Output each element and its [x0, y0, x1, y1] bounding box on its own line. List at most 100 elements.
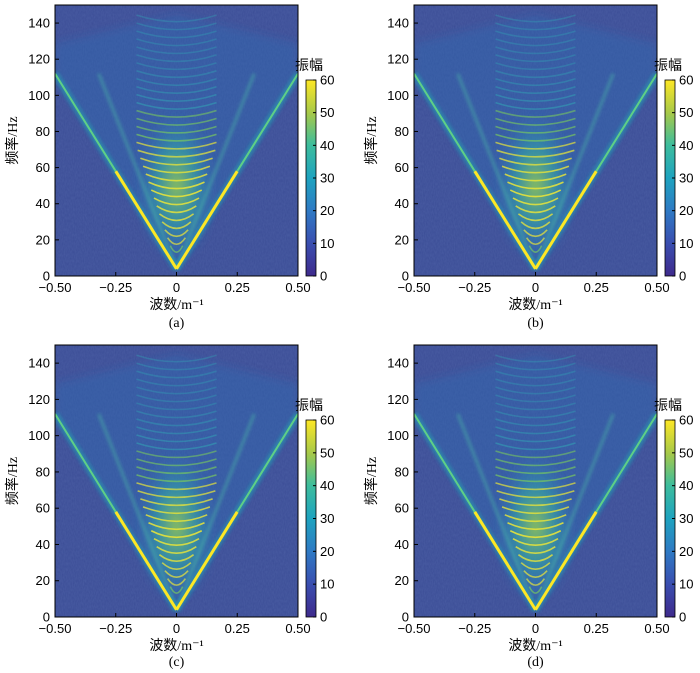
arc-band: [136, 410, 217, 419]
arc-band: [495, 362, 576, 371]
y-tick-label: 80: [36, 124, 50, 139]
arc-band: [523, 570, 548, 578]
y-tick-label: 40: [395, 196, 409, 211]
colorbar-tick-label: 30: [679, 511, 693, 526]
y-tick-label: 20: [36, 573, 50, 588]
arc-band: [136, 442, 217, 451]
arc-band: [512, 197, 559, 206]
y-tick-label: 0: [402, 610, 409, 625]
arc-band: [495, 22, 576, 31]
y-tick-label: 60: [36, 501, 50, 516]
colorbar-tick-label: 50: [320, 445, 334, 460]
arc-band: [495, 14, 576, 23]
y-tick-label: 140: [387, 16, 409, 31]
colorbar-tick-label: 50: [679, 105, 693, 120]
arc-band: [495, 378, 576, 387]
y-tick-label: 100: [28, 88, 50, 103]
y-tick-label: 140: [28, 356, 50, 371]
colorbar-tick-label: 10: [679, 577, 693, 592]
inner-diagonal-left: [97, 73, 178, 270]
y-tick-label: 40: [395, 537, 409, 552]
x-tick-label: −0.50: [398, 280, 431, 295]
arc-band: [158, 213, 195, 222]
arc-band: [523, 229, 548, 238]
arc-band: [495, 434, 576, 443]
arc-band: [517, 213, 554, 222]
arc-band: [495, 117, 576, 126]
y-tick-label: 0: [43, 610, 50, 625]
arc-band: [495, 450, 576, 459]
y-tick-label: 100: [387, 88, 409, 103]
colorbar-tick-label: 60: [320, 73, 334, 88]
arc-band: [495, 109, 576, 118]
arc-band: [499, 157, 572, 166]
x-axis-label: 波数/m⁻¹: [149, 638, 203, 654]
inner-diagonal-left: [456, 73, 537, 270]
colorbar-tick-label: 10: [320, 236, 334, 251]
colorbar-tick-label: 20: [320, 544, 334, 559]
arc-band: [495, 442, 576, 451]
subfigure-label: (d): [527, 655, 544, 670]
arc-band: [495, 482, 576, 491]
x-tick-label: 0: [173, 621, 180, 636]
y-axis-label: 频率/Hz: [4, 457, 21, 505]
x-tick-label: 0.50: [644, 621, 669, 636]
inner-diagonal-right: [175, 73, 256, 270]
x-tick-label: 0.50: [644, 280, 669, 295]
arc-band: [504, 173, 567, 182]
arc-band: [136, 450, 217, 459]
inner-diagonal-right: [534, 73, 615, 270]
v-edge-peak-left: [473, 170, 537, 270]
arc-band: [136, 22, 217, 31]
arc-band: [495, 386, 576, 395]
arc-band: [136, 362, 217, 371]
arc-band: [158, 554, 195, 562]
arc-band: [153, 197, 200, 206]
x-tick-label: 0.25: [584, 621, 609, 636]
colorbar-tick-label: 60: [320, 413, 334, 428]
x-tick-label: −0.25: [458, 280, 491, 295]
arc-band: [501, 165, 570, 174]
arc-band: [150, 530, 203, 539]
arc-band: [495, 402, 576, 411]
arc-band: [495, 133, 576, 142]
arc-band: [136, 62, 217, 71]
arc-band: [495, 354, 576, 363]
colorbar-tick-label: 40: [320, 478, 334, 493]
v-edge-peak-left: [114, 170, 178, 270]
y-tick-label: 80: [395, 124, 409, 139]
arc-band: [148, 181, 205, 190]
arc-band: [495, 54, 576, 63]
arc-band: [504, 514, 567, 523]
arc-band: [495, 410, 576, 419]
colorbar-tick-label: 30: [679, 171, 693, 186]
x-tick-label: 0: [532, 280, 539, 295]
colorbar-label: 振幅: [654, 398, 682, 414]
y-tick-label: 120: [387, 52, 409, 67]
colorbar-tick-label: 40: [679, 138, 693, 153]
colorbar-tick-label: 40: [320, 138, 334, 153]
x-tick-label: 0.50: [285, 280, 310, 295]
arc-band: [495, 78, 576, 87]
arc-band: [140, 157, 213, 166]
arc-band: [136, 133, 217, 142]
arc-band: [153, 538, 200, 547]
v-edge-peak-right: [175, 511, 239, 611]
colorbar-tick-label: 30: [320, 511, 334, 526]
x-axis-label: 波数/m⁻¹: [149, 297, 203, 313]
arc-band: [495, 46, 576, 55]
arc-band: [507, 181, 564, 190]
arc-band: [136, 70, 217, 79]
y-axis-label: 频率/Hz: [363, 116, 380, 164]
x-tick-label: −0.50: [39, 280, 72, 295]
x-tick-label: −0.25: [458, 621, 491, 636]
arc-band: [136, 101, 217, 110]
y-tick-label: 60: [36, 160, 50, 175]
arc-band: [495, 466, 576, 475]
arc-band: [496, 149, 575, 158]
arc-band: [136, 418, 217, 427]
arc-band: [509, 530, 562, 539]
arc-band: [169, 586, 184, 594]
x-tick-label: −0.25: [99, 621, 132, 636]
